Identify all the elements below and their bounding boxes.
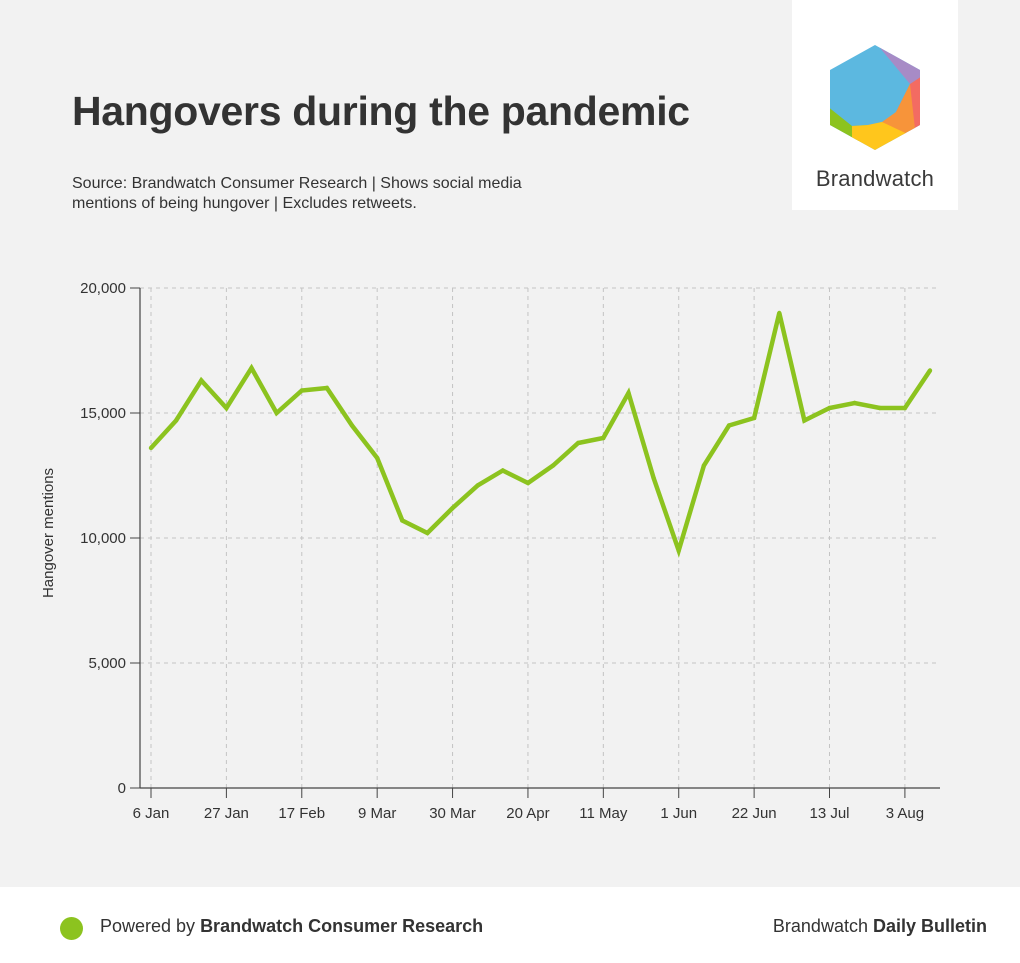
data-point	[299, 388, 304, 393]
x-tick-label: 30 Mar	[429, 805, 476, 822]
data-point	[500, 468, 505, 473]
data-point	[651, 475, 656, 481]
data-point	[927, 368, 933, 373]
data-point	[751, 415, 757, 421]
y-axis: 0 5,000 10,000 15,000 20,000	[80, 280, 141, 797]
data-point	[148, 445, 154, 451]
chart-grid	[140, 287, 940, 788]
x-tick-label: 20 Apr	[506, 805, 549, 822]
status-dot-icon	[60, 917, 83, 940]
x-tick-label: 6 Jan	[133, 805, 170, 822]
x-tick-label: 27 Jan	[204, 805, 249, 822]
data-point	[324, 385, 330, 391]
brandwatch-wordmark: Brandwatch	[815, 166, 935, 191]
x-tick-label: 13 Jul	[809, 805, 849, 822]
x-tick-label: 11 May	[579, 805, 628, 822]
data-point	[902, 405, 908, 411]
data-point	[425, 530, 430, 536]
data-point	[249, 365, 254, 371]
chart-subtitle: Source: Brandwatch Consumer Research | S…	[72, 175, 522, 212]
data-point	[173, 418, 179, 423]
x-axis: 6 Jan 27 Jan 17 Feb 9 Mar 30 Mar 20 Apr 11 May…	[133, 787, 940, 822]
y-tick-label: 5,000	[88, 655, 126, 672]
data-point	[827, 405, 832, 411]
data-point	[852, 400, 857, 406]
brand-logo-card: Brandwatch	[792, 0, 958, 210]
data-point	[199, 378, 204, 383]
data-point	[450, 505, 455, 511]
powered-prefix: Powered by	[100, 916, 201, 936]
y-tick-label: 20,000	[80, 280, 126, 297]
data-point	[525, 480, 531, 486]
data-point	[877, 405, 882, 411]
data-point	[726, 423, 732, 428]
footer-bar: Powered by Brandwatch Consumer Research …	[0, 887, 1020, 963]
x-tick-label: 17 Feb	[278, 805, 325, 822]
data-point	[601, 435, 606, 441]
daily-bulletin-text: Brandwatch Daily Bulletin	[773, 916, 987, 937]
data-point	[802, 418, 807, 423]
data-point	[777, 310, 782, 316]
data-point	[626, 390, 631, 396]
y-tick-label: 10,000	[80, 530, 126, 547]
y-axis-label: Hangover mentions	[40, 468, 57, 598]
data-point	[576, 440, 581, 446]
x-tick-label: 1 Jun	[660, 805, 697, 822]
x-tick-label: 9 Mar	[358, 805, 396, 822]
y-tick-label: 15,000	[80, 405, 126, 422]
line-chart: 0 5,000 10,000 15,000 20,000 6 Jan 27 Jan 17 F…	[40, 280, 940, 822]
data-point	[475, 483, 480, 488]
chart-title: Hangovers during the pandemic	[72, 88, 690, 134]
data-point	[375, 455, 380, 461]
brandwatch-hexagon-logo-icon	[830, 45, 920, 150]
data-point	[676, 548, 681, 553]
chart-series	[148, 310, 933, 558]
data-point	[701, 463, 707, 468]
series-line	[149, 312, 932, 558]
data-point	[349, 423, 355, 428]
data-point	[274, 410, 279, 416]
bulletin-prefix: Brandwatch	[772, 916, 873, 936]
bulletin-name: Daily Bulletin	[872, 916, 987, 936]
y-tick-label: 0	[118, 780, 126, 797]
powered-by-text: Powered by Brandwatch Consumer Research	[100, 916, 483, 937]
data-point	[224, 405, 229, 411]
x-tick-label: 22 Jun	[732, 805, 777, 822]
x-tick-label: 3 Aug	[886, 805, 924, 822]
powered-brand: Brandwatch Consumer Research	[200, 916, 484, 936]
data-point	[400, 518, 405, 523]
data-point	[550, 463, 556, 468]
